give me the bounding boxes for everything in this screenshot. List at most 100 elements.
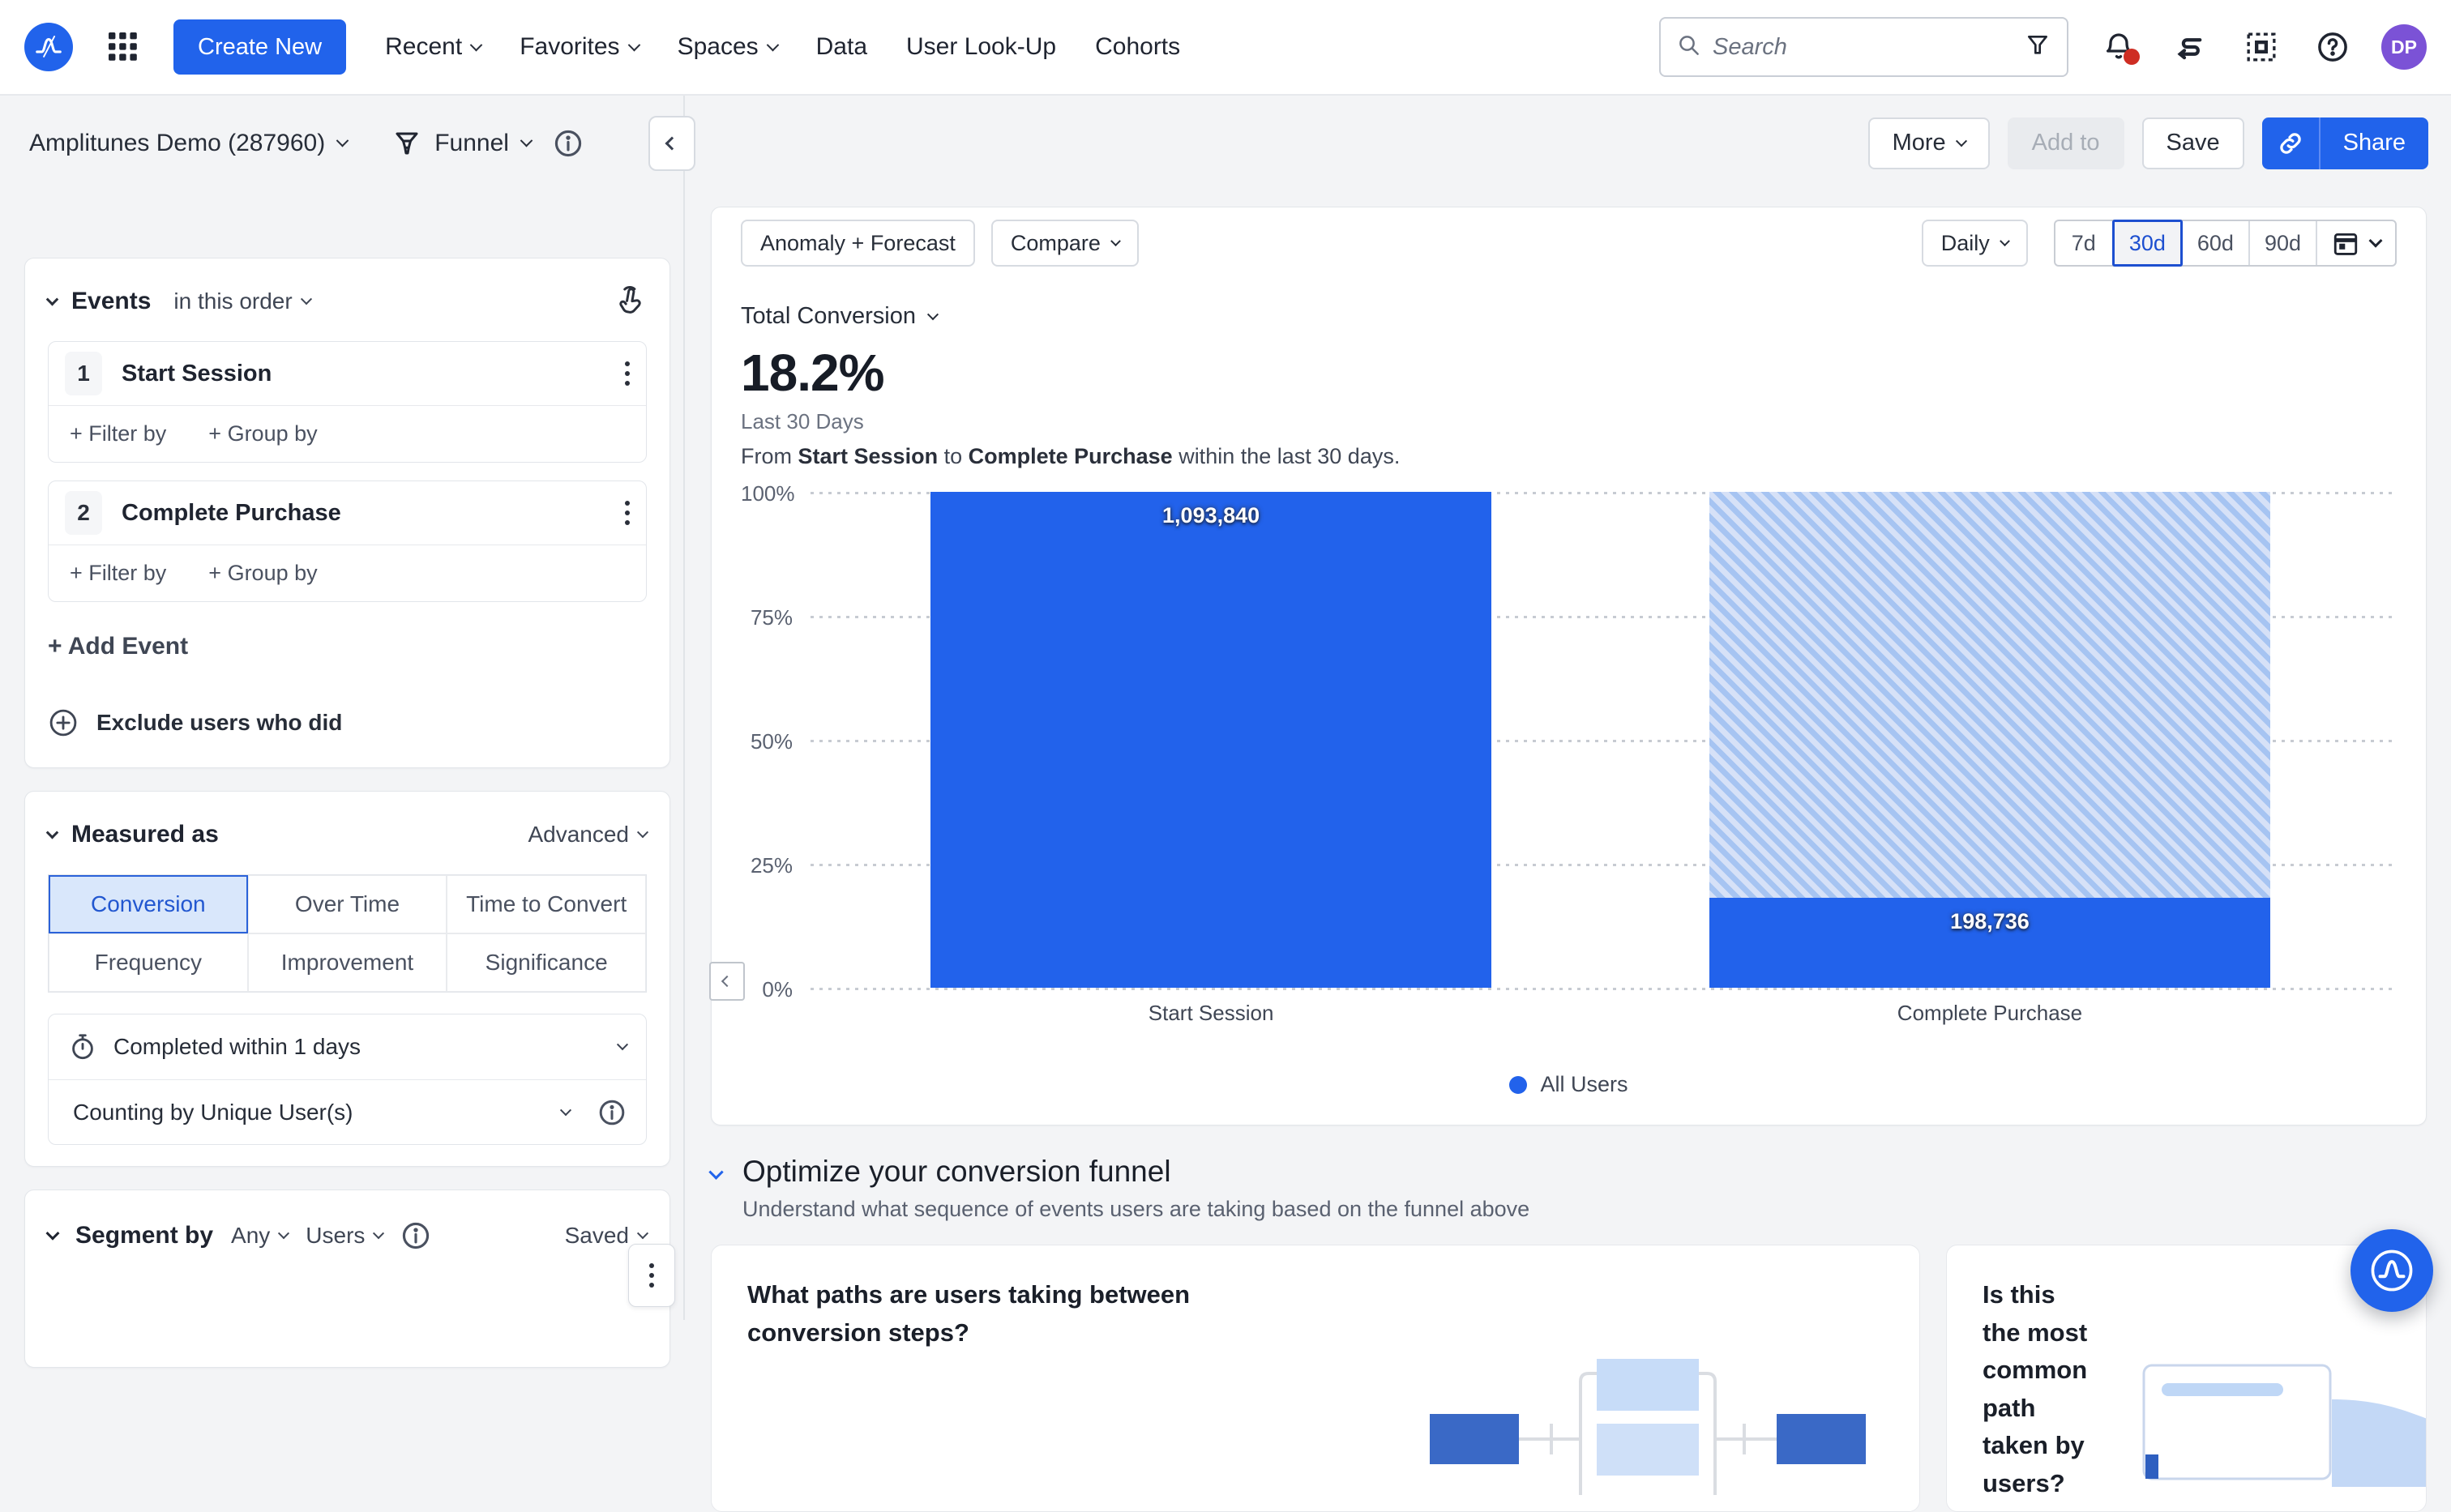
funnel-chart-card: Anomaly + Forecast Compare Daily 7d 30d [711,207,2427,1125]
measured-as-title: Measured as [71,821,219,848]
amplitude-assistant-fab[interactable] [2350,1229,2433,1312]
segment-by-panel: Segment by Any Users [24,1190,670,1368]
bar-value-label: 198,736 [1709,909,2269,934]
nav-link-cohorts[interactable]: Cohorts [1095,33,1180,61]
apps-grid-icon[interactable] [102,26,144,68]
amplitude-logo[interactable] [24,23,73,71]
event-item: 1 Start Session + Filter by + Group by [48,341,647,463]
mode-conversion[interactable]: Conversion [49,875,248,933]
y-tick: 50% [741,729,793,754]
filter-by-button[interactable]: + Filter by [70,421,166,446]
date-range-group: 7d 30d 60d 90d [2054,220,2397,267]
counting-by-selector[interactable]: Counting by Unique User(s) [49,1079,646,1144]
event-name: Start Session [122,361,272,387]
mode-time-to-convert[interactable]: Time to Convert [447,875,646,933]
sidebar-more-options-button[interactable] [628,1244,675,1307]
range-60d[interactable]: 60d [2183,221,2250,265]
metric-period: Last 30 Days [741,409,2397,434]
segment-match-selector[interactable]: Any [231,1223,288,1249]
amplitude-app: Create New Recent Favorites Spaces Data … [0,0,2451,1320]
frame-icon[interactable] [2240,26,2282,68]
more-button[interactable]: More [1868,117,1990,169]
nav-link-user-lookup[interactable]: User Look-Up [906,33,1056,61]
panel-collapse-handle[interactable] [709,962,745,1001]
filter-by-button[interactable]: + Filter by [70,561,166,586]
help-icon[interactable] [2312,26,2354,68]
collapse-events-icon[interactable] [46,293,59,305]
granularity-selector[interactable]: Daily [1922,220,2028,267]
user-avatar[interactable]: DP [2381,24,2427,70]
share-button[interactable]: Share [2321,117,2428,169]
event-row[interactable]: 2 Complete Purchase [49,481,646,545]
x-tick-complete-purchase: Complete Purchase [1709,1001,2269,1026]
group-by-button[interactable]: + Group by [208,561,317,586]
mode-over-time[interactable]: Over Time [248,875,447,933]
journeys-icon[interactable] [2169,26,2211,68]
metric-description: From Start Session to Complete Purchase … [741,444,2397,469]
chevron-down-icon [336,135,349,147]
plus-circle-icon [48,707,79,738]
info-icon[interactable] [597,1098,627,1127]
chevron-down-icon [560,1104,571,1116]
nav-menu-favorites[interactable]: Favorites [520,33,638,61]
info-icon[interactable] [400,1220,431,1251]
kebab-icon[interactable] [625,361,630,386]
common-path-illustration [2111,1301,2427,1491]
funnel-bar-start-session[interactable]: 1,093,840 [930,492,1491,988]
save-button[interactable]: Save [2142,117,2244,169]
sidebar-collapse-button[interactable] [648,116,695,171]
kebab-icon[interactable] [625,501,630,525]
copy-link-button[interactable] [2262,117,2321,169]
compare-button[interactable]: Compare [991,220,1139,267]
collapse-insights-icon[interactable] [708,1164,723,1179]
add-event-button[interactable]: + Add Event [48,633,647,660]
event-row[interactable]: 1 Start Session [49,342,646,405]
funnel-bar-complete-purchase[interactable]: 198,736 [1709,492,2269,988]
advanced-selector[interactable]: Advanced [528,822,647,848]
search-input[interactable] [1713,34,2013,61]
nav-menu-spaces[interactable]: Spaces [678,33,777,61]
chart-legend[interactable]: All Users [741,1072,2397,1097]
segment-entity-selector[interactable]: Users [306,1223,383,1249]
range-90d[interactable]: 90d [2250,221,2317,265]
nav-link-data[interactable]: Data [816,33,867,61]
hand-pointer-icon[interactable] [613,284,647,318]
mode-frequency[interactable]: Frequency [49,933,248,992]
add-to-button[interactable]: Add to [2008,117,2124,169]
notification-badge [2124,49,2140,65]
anomaly-forecast-button[interactable]: Anomaly + Forecast [741,220,975,267]
event-order-selector[interactable]: in this order [173,288,310,314]
measured-as-panel: Measured as Advanced Conversion Over Tim… [24,791,670,1167]
collapse-measured-icon[interactable] [46,826,59,839]
bar-unconverted-area [1709,492,2269,898]
mode-improvement[interactable]: Improvement [248,933,447,992]
chevron-down-icon [637,826,648,838]
group-by-button[interactable]: + Group by [208,421,317,446]
filter-icon[interactable] [2025,32,2051,62]
sidebar-toolbar: Amplitunes Demo (287960) Funnel [0,96,683,190]
notifications-bell-icon[interactable] [2098,26,2140,68]
nav-menu-recent[interactable]: Recent [385,33,481,61]
custom-date-range-button[interactable] [2317,221,2395,265]
insights-section: Optimize your conversion funnel Understa… [711,1155,2427,1512]
chart-info-icon[interactable] [547,122,589,164]
chevron-down-icon [617,1039,628,1050]
chart-type-selector[interactable]: Funnel [392,129,531,158]
collapse-segment-icon[interactable] [46,1227,60,1241]
sidebar: Amplitunes Demo (287960) Funnel [0,96,685,1320]
insight-card-paths[interactable]: What paths are users taking between conv… [711,1245,1920,1512]
metric-selector[interactable]: Total Conversion [741,303,2397,330]
gridline [811,988,2393,990]
completed-within-selector[interactable]: Completed within 1 days [49,1014,646,1079]
range-7d[interactable]: 7d [2055,221,2114,265]
exclude-users-button[interactable]: Exclude users who did [48,707,647,738]
project-selector[interactable]: Amplitunes Demo (287960) [29,130,347,157]
bar-converted-area: 1,093,840 [930,492,1491,988]
mode-significance[interactable]: Significance [447,933,646,992]
legend-swatch [1509,1076,1527,1094]
create-new-button[interactable]: Create New [173,19,346,75]
main-content: More Add to Save [685,96,2451,1320]
search-box[interactable] [1659,17,2068,77]
range-30d[interactable]: 30d [2112,220,2183,267]
chevron-down-icon [627,38,640,51]
